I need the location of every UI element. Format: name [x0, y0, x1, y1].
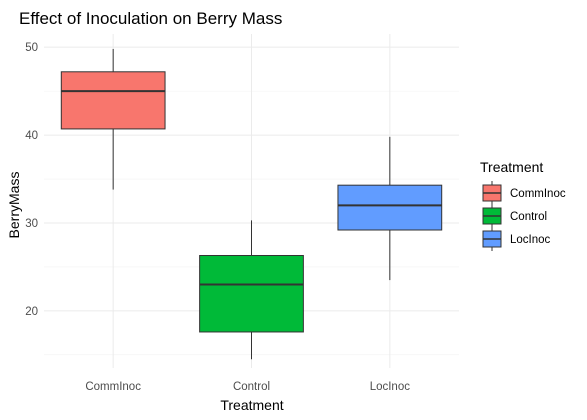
- chart-title: Effect of Inoculation on Berry Mass: [19, 9, 282, 28]
- y-axis-title: BerryMass: [6, 172, 22, 239]
- legend-item-comminoc: CommInoc: [482, 181, 566, 205]
- box-comminoc: [60, 48, 166, 190]
- y-tick-label: 40: [25, 130, 38, 142]
- legend-items: CommInoc Control LocInoc: [482, 181, 566, 251]
- y-tick-label: 30: [25, 218, 38, 230]
- x-tick-label: CommInoc: [85, 381, 141, 393]
- box-control: [199, 220, 304, 360]
- box-iqr: [337, 184, 443, 231]
- legend-item-locinoc: LocInoc: [482, 227, 551, 251]
- legend-label: LocInoc: [510, 234, 551, 246]
- x-axis-title: Treatment: [220, 397, 283, 413]
- x-tick-labels: CommInoc Control LocInoc: [85, 381, 410, 393]
- legend-label: Control: [510, 211, 547, 223]
- y-tick-labels: 20 30 40 50: [25, 42, 38, 318]
- boxes: [60, 48, 443, 360]
- x-tick-label: Control: [233, 381, 270, 393]
- box-iqr: [60, 71, 166, 130]
- legend-title: Treatment: [480, 159, 543, 175]
- legend-item-control: Control: [482, 204, 547, 228]
- legend-label: CommInoc: [510, 188, 566, 200]
- legend: Treatment CommInoc Control LocInoc: [480, 159, 566, 251]
- x-tick-label: LocInoc: [370, 381, 411, 393]
- y-tick-label: 20: [25, 306, 38, 318]
- box-iqr: [199, 254, 304, 333]
- y-tick-label: 50: [25, 42, 38, 54]
- box-locinoc: [337, 136, 443, 281]
